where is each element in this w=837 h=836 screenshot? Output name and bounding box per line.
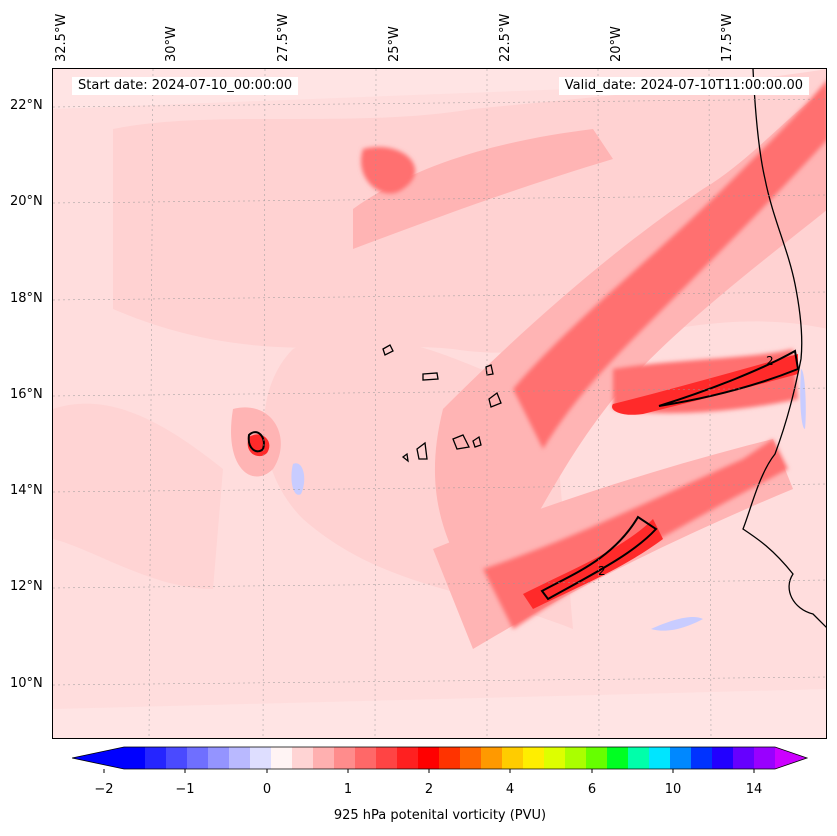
colorbar-segment bbox=[124, 747, 146, 769]
colorbar-segment bbox=[481, 747, 503, 769]
cb-tick-1: −1 bbox=[175, 782, 195, 797]
colorbar-segment bbox=[712, 747, 734, 769]
colorbar-segment bbox=[418, 747, 440, 769]
colorbar-segment bbox=[544, 747, 566, 769]
lat-label-20n: 20°N bbox=[10, 194, 43, 209]
vorticity-field-map: 2 2 bbox=[53, 69, 826, 738]
colorbar bbox=[72, 746, 809, 773]
colorbar-segment bbox=[586, 747, 608, 769]
colorbar-segment bbox=[397, 747, 419, 769]
graticule bbox=[53, 69, 826, 738]
colorbar-segment bbox=[628, 747, 650, 769]
colorbar-segment bbox=[523, 747, 545, 769]
lat-label-18n: 18°N bbox=[10, 291, 43, 306]
colorbar-outline bbox=[72, 746, 809, 770]
colorbar-segment bbox=[355, 747, 377, 769]
lon-label-22-5w: 22.5°W bbox=[498, 13, 513, 62]
lat-label-10n: 10°N bbox=[10, 676, 43, 691]
lon-label-27-5w: 27.5°W bbox=[276, 13, 291, 62]
lon-label-20w: 20°W bbox=[609, 26, 624, 62]
coastline bbox=[382, 69, 826, 628]
colorbar-segment bbox=[649, 747, 671, 769]
lon-label-25w: 25°W bbox=[387, 26, 402, 62]
cb-tick-2: 0 bbox=[262, 782, 272, 797]
valid-date-label: Valid_date: 2024-07-10T11:00:00.00 bbox=[558, 77, 809, 95]
lon-label-30w: 30°W bbox=[164, 26, 179, 62]
colorbar-segment bbox=[502, 747, 524, 769]
colorbar-segment bbox=[607, 747, 629, 769]
lon-label-17-5w: 17.5°W bbox=[720, 13, 735, 62]
colorbar-segment bbox=[670, 747, 692, 769]
cb-tick-0: −2 bbox=[94, 782, 114, 797]
cb-tick-5: 4 bbox=[505, 782, 515, 797]
cb-tick-8: 14 bbox=[745, 782, 763, 797]
pv-contour-2 bbox=[247, 349, 800, 601]
cb-tick-7: 10 bbox=[664, 782, 682, 797]
colorbar-extend-low bbox=[72, 747, 124, 769]
colorbar-segment bbox=[733, 747, 755, 769]
lat-label-12n: 12°N bbox=[10, 579, 43, 594]
lat-label-16n: 16°N bbox=[10, 387, 43, 402]
cb-tick-4: 2 bbox=[424, 782, 434, 797]
map-panel: 2 2 bbox=[52, 68, 827, 739]
colorbar-segment bbox=[460, 747, 482, 769]
cb-tick-6: 6 bbox=[587, 782, 597, 797]
colorbar-segment bbox=[439, 747, 461, 769]
colorbar-segment bbox=[565, 747, 587, 769]
pv-field-negative bbox=[291, 369, 806, 631]
cb-tick-3: 1 bbox=[343, 782, 353, 797]
colorbar-segment bbox=[376, 747, 398, 769]
colorbar-segment bbox=[754, 747, 776, 769]
lat-label-22n: 22°N bbox=[10, 98, 43, 113]
contour-label-2a: 2 bbox=[766, 354, 774, 368]
colorbar-segment bbox=[313, 747, 335, 769]
lat-label-14n: 14°N bbox=[10, 483, 43, 498]
colorbar-extend-high bbox=[775, 747, 807, 769]
colorbar-segment bbox=[691, 747, 713, 769]
contour-label-2b: 2 bbox=[598, 564, 606, 578]
colorbar-label: 925 hPa potenital vorticity (PVU) bbox=[333, 808, 547, 823]
colorbar-segment bbox=[271, 747, 293, 769]
colorbar-segment bbox=[145, 747, 167, 769]
colorbar-segment bbox=[292, 747, 314, 769]
colorbar-segment bbox=[208, 747, 230, 769]
colorbar-segment bbox=[166, 747, 188, 769]
colorbar-segment bbox=[187, 747, 209, 769]
start-date-label: Start date: 2024-07-10_00:00:00 bbox=[72, 77, 299, 95]
colorbar-segment bbox=[229, 747, 251, 769]
lon-label-32-5w: 32.5°W bbox=[54, 13, 69, 62]
colorbar-segment bbox=[334, 747, 356, 769]
colorbar-segment bbox=[250, 747, 272, 769]
